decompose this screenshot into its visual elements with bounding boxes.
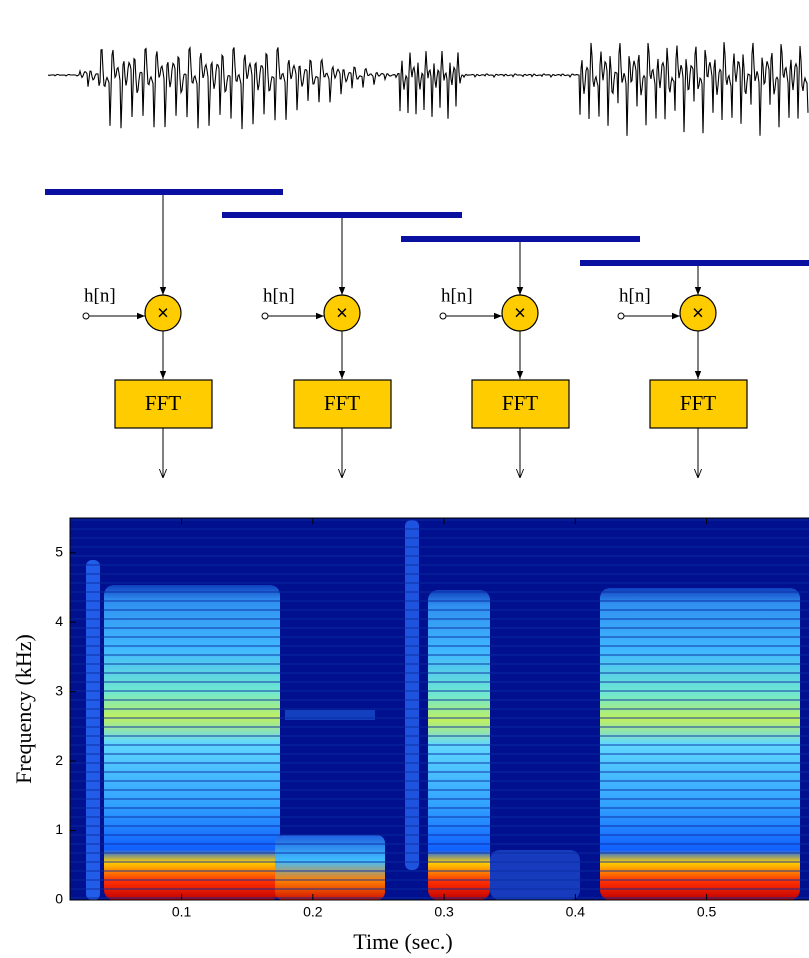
- input-node: [261, 312, 269, 320]
- input-label: h[n]: [84, 285, 116, 306]
- operator: ×: [157, 302, 169, 324]
- y-tick-label: 5: [55, 543, 63, 559]
- window-bar: [222, 212, 462, 218]
- input-node: [617, 312, 625, 320]
- operator: ×: [336, 302, 348, 324]
- x-tick-label: 0.5: [697, 904, 717, 920]
- fft-label: FFT: [502, 391, 538, 415]
- input-label: h[n]: [619, 285, 651, 306]
- fft-label: FFT: [324, 391, 360, 415]
- x-tick-label: 0.1: [172, 904, 192, 920]
- operator: ×: [514, 302, 526, 324]
- fft-block: [471, 379, 570, 429]
- window-bar: [45, 189, 283, 195]
- input-node: [439, 312, 447, 320]
- input-label: h[n]: [263, 285, 295, 306]
- input-node: [82, 312, 90, 320]
- y-tick-label: 1: [55, 821, 63, 837]
- plot-frame: [69, 517, 809, 901]
- waveform: [47, 42, 809, 136]
- fft-label: FFT: [680, 391, 716, 415]
- input-label: h[n]: [441, 285, 473, 306]
- fft-label: FFT: [145, 391, 181, 415]
- x-axis-label: Time (sec.): [353, 929, 452, 954]
- spectrogram: [70, 518, 809, 900]
- x-tick-label: 0.4: [566, 904, 586, 920]
- window-bar: [401, 236, 640, 242]
- y-tick-label: 4: [55, 613, 63, 629]
- y-tick-label: 2: [55, 752, 63, 768]
- y-tick-label: 0: [55, 891, 63, 907]
- x-tick-label: 0.3: [434, 904, 454, 920]
- y-axis-label: Frequency (kHz): [11, 634, 36, 784]
- fft-block: [649, 379, 748, 429]
- x-tick-label: 0.2: [303, 904, 323, 920]
- window-bar: [580, 260, 809, 266]
- operator: ×: [692, 302, 704, 324]
- y-tick-label: 3: [55, 682, 63, 698]
